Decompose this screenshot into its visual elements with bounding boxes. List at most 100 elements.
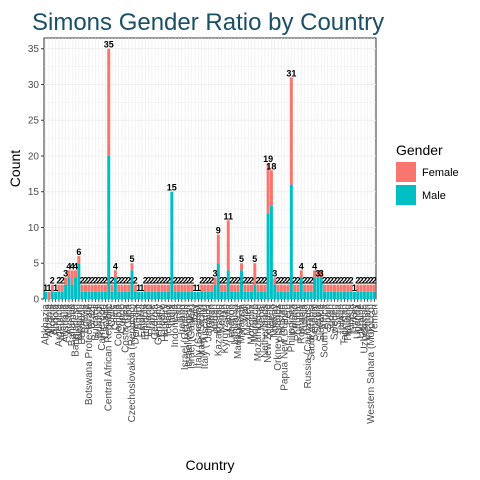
x-tick-label: Mexico — [243, 304, 254, 336]
y-tick-label: 5 — [33, 259, 39, 270]
bar-female — [216, 234, 220, 264]
bar-male — [369, 291, 373, 299]
bar-male — [359, 291, 363, 299]
x-tick-label: Italy — [190, 304, 201, 322]
x-tick-label: Ethiopia — [140, 304, 151, 341]
bar-male — [64, 284, 68, 299]
bar-male — [306, 291, 310, 299]
bar-male — [319, 277, 323, 299]
bar-male — [107, 155, 111, 299]
bar-female — [50, 284, 54, 292]
bar-male — [230, 291, 234, 299]
bar-male — [143, 291, 147, 299]
bar-male — [67, 277, 71, 299]
x-tick-label: Philippines — [286, 304, 297, 352]
x-tick-label: Armenia — [57, 304, 68, 342]
bar-male — [167, 291, 170, 299]
bar-total-label: 2 — [329, 276, 334, 286]
bar-male — [70, 284, 74, 299]
bar-female — [103, 284, 107, 292]
bar-male — [160, 291, 164, 299]
bar-male — [127, 291, 131, 299]
bar-female — [200, 284, 204, 292]
bar-female — [203, 284, 207, 292]
x-tick-label: Costa Rica — [120, 304, 131, 353]
bar-male — [103, 291, 107, 299]
bar-total-label: 2 — [339, 276, 344, 286]
bar-male — [279, 291, 283, 299]
y-axis: 0 5 10 15 20 25 30 35 — [28, 44, 44, 306]
bar-male — [296, 291, 300, 299]
bar-total-label: 2 — [206, 276, 211, 286]
bar-total-label: 2 — [279, 276, 284, 286]
bar-total-label: 2 — [189, 276, 194, 286]
bar-total-label: 2 — [359, 276, 364, 286]
x-tick-label: Thailand — [343, 304, 354, 342]
x-tick-label: Abkhazia — [41, 304, 52, 346]
x-tick-label: Australia — [61, 304, 72, 343]
x-tick-label: Angola — [51, 304, 62, 336]
x-tick-label: Yemen — [369, 304, 380, 335]
bar-female — [226, 220, 230, 271]
bar-female — [356, 284, 360, 292]
bar-total-label: 2 — [183, 276, 188, 286]
bar-total-label: 4 — [70, 261, 75, 271]
x-tick-label: Mali — [240, 304, 251, 322]
bar-female — [279, 284, 283, 292]
bar-total-label: 2 — [282, 276, 287, 286]
bar-total-label: 2 — [335, 276, 340, 286]
legend-title: Gender — [396, 142, 443, 158]
bar-male — [256, 291, 260, 299]
bar-male — [356, 291, 360, 299]
bar-female — [133, 284, 137, 292]
bar-male — [240, 270, 244, 299]
x-tick-label: Greece — [157, 304, 168, 337]
bar-female — [306, 284, 310, 292]
bar-male — [44, 291, 48, 299]
bar-female — [130, 263, 134, 271]
bar-female — [90, 284, 94, 292]
bar-male — [266, 213, 270, 299]
x-tick-label: China — [110, 304, 121, 331]
bar-female — [143, 284, 147, 292]
bar-male — [170, 191, 174, 299]
x-tick-label: Israel (Negev) — [183, 304, 194, 367]
bar-male — [326, 291, 330, 299]
bar-male — [333, 291, 336, 299]
bar-total-label: 2 — [83, 276, 88, 286]
bar-female — [276, 284, 280, 292]
bar-total-label: 2 — [86, 276, 91, 286]
bar-total-label: 2 — [256, 276, 261, 286]
bar-total-label: 2 — [163, 276, 168, 286]
bar-total-label: 31 — [286, 68, 296, 78]
bar-total-label: 2 — [259, 276, 264, 286]
x-tick-label: Spain — [323, 304, 334, 330]
bar-female — [286, 284, 290, 292]
bar-male — [372, 291, 376, 299]
bar-female — [220, 284, 224, 292]
x-tick-label: Netherlands — [260, 304, 271, 358]
bar-total-label: 15 — [167, 183, 177, 193]
bar-male — [110, 291, 114, 299]
bar-total-label: 9 — [216, 226, 221, 236]
bar-total-label: 2 — [123, 276, 128, 286]
bar-male — [263, 291, 267, 299]
bar-female — [342, 284, 346, 292]
bar-male — [289, 184, 293, 299]
bar-female — [323, 284, 327, 292]
bar-male — [163, 291, 167, 299]
x-tick-label: Egypt — [134, 304, 145, 330]
bar-female — [77, 256, 81, 264]
bar-female — [346, 284, 350, 292]
bar-male — [193, 291, 197, 299]
bar-male — [60, 291, 64, 299]
bar-female — [123, 284, 127, 292]
bar-female — [309, 284, 313, 292]
bar-female — [206, 284, 210, 292]
bar-female — [329, 284, 333, 292]
bar-female — [213, 277, 217, 285]
x-tick-label: Bermuda — [77, 304, 88, 345]
x-tick-label: Papua New Guinea — [280, 304, 291, 391]
bar-total-label: 2 — [156, 276, 161, 286]
bar-male — [140, 291, 144, 299]
